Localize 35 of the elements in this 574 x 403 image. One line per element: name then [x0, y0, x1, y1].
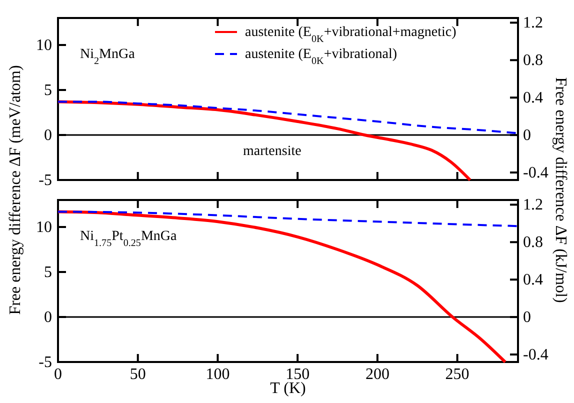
- annotation: Ni$_{1.75}$Pt$_{0.25}$MnGa: [80, 229, 178, 248]
- line-series: [57, 210, 519, 228]
- y2-tick-label: 1.2: [523, 14, 543, 32]
- y2-tick-label: 1.2: [523, 196, 543, 214]
- x-axis-title: T (K): [270, 380, 306, 397]
- x-tick-label: 100: [206, 366, 230, 383]
- y2-axis-title: Free energy difference ΔF (kJ/mol): [552, 77, 569, 303]
- annotation: martensite: [243, 144, 302, 159]
- annotation: Ni$_{2}$MnGa: [80, 47, 136, 66]
- legend-label: austenite (E$_{0K}$+vibrational): [245, 47, 398, 66]
- y2-tick-label: 0.4: [523, 90, 543, 107]
- y2-tick-label: -0.4: [523, 346, 548, 364]
- line-series: [56, 100, 472, 182]
- y2-tick-label: 0.8: [523, 234, 543, 252]
- y-tick-label: 5: [44, 82, 52, 99]
- y2-tick-label: -0.4: [523, 164, 548, 182]
- x-tick-label: 200: [365, 366, 390, 383]
- legend-label: austenite (E$_{0K}$+vibrational+magnetic): [245, 25, 457, 44]
- line-series: [57, 100, 519, 134]
- y2-tick-label: 0.8: [523, 52, 543, 70]
- y-tick-label: -5: [38, 354, 52, 371]
- x-tick-label: 50: [130, 366, 146, 383]
- line-series: [56, 210, 507, 364]
- y2-tick-label: 0: [523, 127, 531, 144]
- y-tick-label: -5: [38, 172, 52, 189]
- y-axis-title: Free energy difference ΔF (meV/atom): [7, 65, 24, 315]
- y-tick-label: 0: [44, 309, 52, 326]
- y-tick-label: 10: [36, 219, 52, 236]
- y-tick-label: 10: [36, 37, 52, 54]
- x-tick-label: 250: [445, 366, 470, 383]
- y-tick-label: 0: [44, 127, 52, 144]
- y2-tick-label: 0.4: [523, 272, 543, 289]
- y2-tick-label: 0: [523, 309, 531, 326]
- y-tick-label: 5: [44, 264, 52, 281]
- x-tick-label: 150: [286, 366, 310, 383]
